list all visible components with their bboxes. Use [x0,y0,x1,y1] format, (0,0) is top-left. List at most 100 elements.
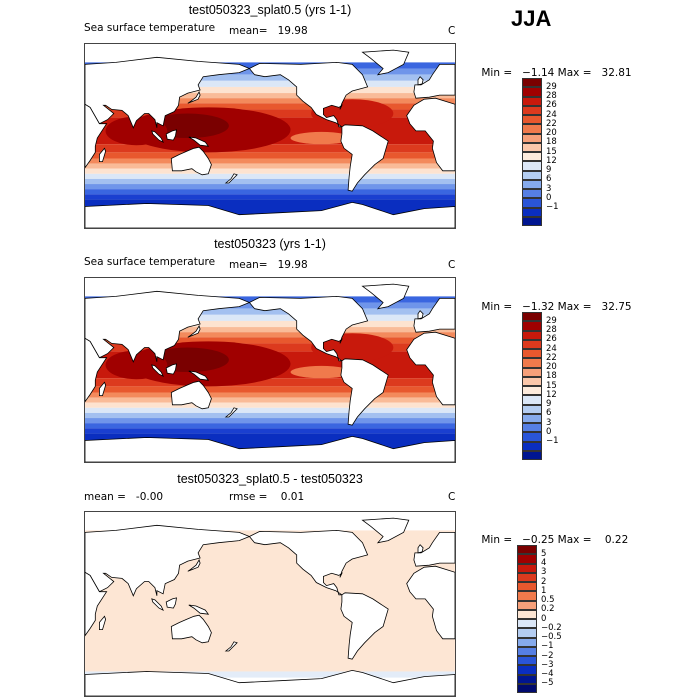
panel-2-title: test050323 (yrs 1-1) [214,237,326,251]
colorbar-swatch [517,674,537,684]
map-plot [85,44,455,228]
land-sumatra [151,598,164,611]
colorbar-swatch [517,683,537,693]
colorbar-swatch [517,609,537,619]
colorbar-tick-label: 29 [546,315,557,326]
panel-1-max: Max = 32.81 [557,67,632,79]
sst-band [85,412,455,419]
land-madagascar [98,381,107,396]
land-australia [170,614,212,644]
colorbar-swatch [522,78,542,88]
colorbar-tick-label: 20 [546,128,557,138]
warm-pool-core [146,347,229,373]
sst-band [85,418,455,424]
colorbar-tick-label: 18 [546,137,557,148]
panel-2-unit: C [448,259,456,271]
sst-band [85,189,455,195]
colorbar-tick-label: −5 [541,678,554,689]
colorbar-tick-label: 0 [546,426,552,437]
colorbar-tick-label: 20 [546,362,557,372]
land-europe [413,531,455,567]
colorbar-swatch [517,646,537,656]
land-namerica [248,295,369,362]
sst-band [85,378,455,387]
indian-ocean-warm [105,116,168,146]
land-greenland [361,283,410,310]
colorbar-tick-label: −0.5 [541,632,562,642]
colorbar-swatch [522,87,542,97]
land-eurasia [85,56,251,129]
cold-tongue [290,131,353,145]
land-samerica [340,592,389,660]
colorbar-swatch [522,441,542,451]
colorbar-tick-label: −1 [546,436,559,446]
colorbar-swatch [522,105,542,115]
sst-band [85,332,455,338]
panel-2-max: Max = 32.75 [557,301,632,313]
colorbar-tick-label: 24 [546,109,557,120]
colorbar-swatch [522,358,542,368]
colorbar-tick-label: 22 [546,118,557,129]
panel-2-mean: mean= 19.98 [229,259,308,271]
sst-band [85,423,455,429]
land-australia [170,380,212,410]
colorbar-tick-label: 9 [546,399,552,409]
colorbar-swatch [517,665,537,675]
colorbar-tick-label: 26 [546,334,557,345]
panel-1-min: Min = −1.14 [481,67,555,79]
land-sumatra [151,130,164,143]
map-plot [85,278,455,462]
colorbar-tick-label: −2 [541,650,554,661]
land-newguinea [188,604,210,615]
colorbar-swatch [522,376,542,386]
panel-1-mean: mean= 19.98 [229,25,308,37]
colorbar-swatch [522,198,542,208]
colorbar-swatch [517,628,537,638]
colorbar-swatch [522,170,542,180]
colorbar-swatch [522,321,542,331]
land-newguinea [188,370,210,381]
land-newguinea [188,136,210,147]
colorbar-tick-label: 12 [546,389,557,400]
colorbar-swatch [522,189,542,199]
land-nz [224,407,238,418]
sst-band [85,158,455,164]
land-borneo [165,597,178,609]
colorbar-swatch [522,450,542,460]
land-eurasia [85,290,251,363]
colorbar-tick-label: −4 [541,669,554,679]
colorbar-tick-label: 0 [546,192,552,203]
colorbar-swatch [522,133,542,143]
colorbar-swatch [522,96,542,106]
colorbar-swatch [522,413,542,423]
sst-band [85,314,455,321]
colorbar-swatch [522,207,542,217]
land-borneo [165,129,178,141]
sst-band [85,194,455,200]
colorbar-tick-label: 15 [546,146,557,157]
colorbar-tick-label: −1 [546,202,559,212]
sst-band [85,327,455,333]
sst-band [85,320,455,328]
land-sumatra [151,364,164,377]
land-samerica [340,358,389,426]
panel-3-rmse: rmse = 0.01 [229,491,305,503]
colorbar-tick-label: 0 [541,613,547,624]
colorbar-tick-label: 24 [546,343,557,354]
colorbar-swatch [517,619,537,629]
colorbar-swatch [517,572,537,582]
sst-band [85,386,455,393]
land-greenland [361,517,410,544]
colorbar-swatch [522,339,542,349]
panel-3-minmax: Min = −0.25 Max = 0.22 [468,522,628,558]
sst-band [85,178,455,185]
colorbar-tick-label: −3 [541,659,554,670]
colorbar-swatch [522,367,542,377]
panel-3-map [84,511,456,697]
panel-3-max: Max = 0.22 [557,534,629,546]
colorbar-swatch [522,142,542,152]
panel-1-minmax: Min = −1.14 Max = 32.81 [468,55,632,91]
sst-band [85,402,455,408]
sst-band [85,93,455,99]
sst-band [85,103,455,110]
